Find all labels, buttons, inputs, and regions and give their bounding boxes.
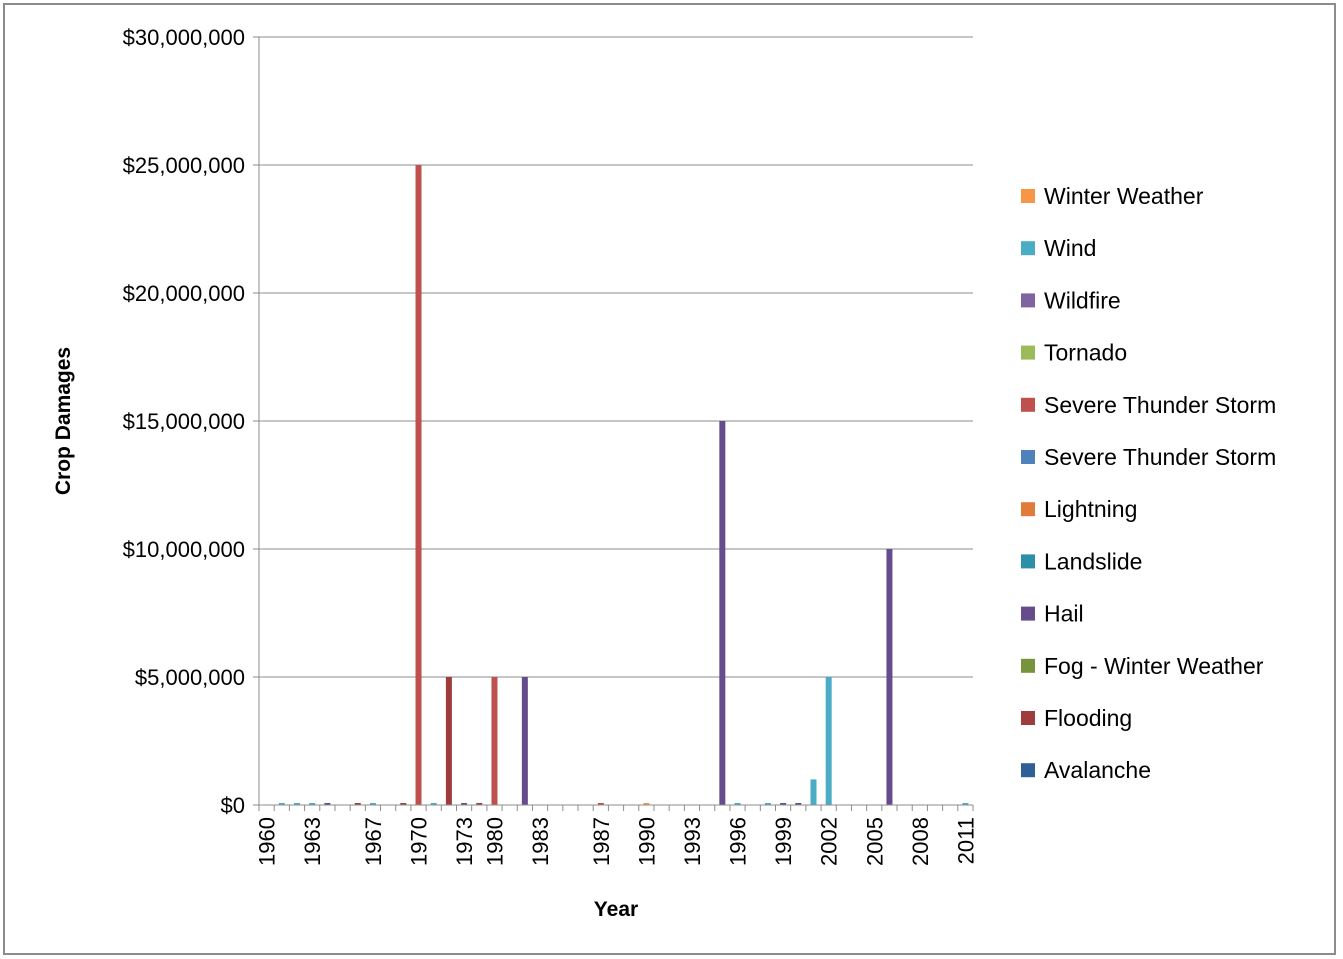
x-tick-label: 2002 — [817, 817, 842, 866]
legend-label: Tornado — [1044, 340, 1127, 366]
bar — [278, 803, 285, 805]
x-tick-label: 2011 — [953, 817, 978, 864]
y-axis-title: Crop Damages — [52, 347, 75, 495]
legend-swatch — [1021, 345, 1035, 360]
bar — [445, 677, 452, 805]
legend-label: Fog - Winter Weather — [1044, 653, 1264, 679]
chart-frame — [3, 3, 1336, 955]
x-tick-label: 1967 — [361, 817, 386, 866]
bar — [825, 677, 832, 805]
legend-swatch — [1021, 711, 1035, 725]
bar — [476, 803, 483, 805]
bar — [354, 803, 361, 805]
x-tick-label: 1983 — [528, 817, 553, 866]
x-tick-label: 1990 — [634, 817, 659, 866]
bar — [764, 803, 771, 805]
bar — [491, 677, 498, 805]
bar — [324, 803, 331, 805]
legend-swatch — [1021, 606, 1035, 621]
bar — [734, 803, 741, 805]
y-tick-label: $15,000,000 — [123, 409, 245, 434]
x-tick-label: 1963 — [300, 817, 325, 866]
legend-label: Winter Weather — [1044, 183, 1204, 209]
legend-label: Flooding — [1044, 705, 1132, 731]
legend-swatch — [1021, 293, 1035, 308]
legend-swatch — [1021, 763, 1035, 778]
bar — [643, 803, 650, 805]
bar — [400, 803, 407, 805]
legend-label: Hail — [1044, 601, 1084, 627]
bar — [309, 803, 316, 805]
bar — [795, 803, 802, 805]
x-tick-label: 1970 — [407, 817, 432, 866]
y-tick-label: $30,000,000 — [123, 25, 245, 50]
y-tick-label: $5,000,000 — [135, 665, 245, 690]
x-axis-title: Year — [594, 898, 638, 921]
axes — [258, 37, 974, 811]
legend-label: Landslide — [1044, 548, 1142, 574]
legend-label: Severe Thunder Storm — [1044, 444, 1276, 470]
x-tick-label: 1960 — [255, 817, 280, 866]
legend: Winter Weather Wind Wildfire Tornado Severe … — [1021, 183, 1276, 783]
bar — [461, 803, 468, 805]
x-tick-label: 1973 — [452, 817, 477, 866]
bar — [430, 803, 437, 805]
bar — [886, 549, 893, 805]
bar — [597, 803, 604, 805]
legend-swatch — [1021, 554, 1035, 569]
bar — [521, 677, 528, 805]
bar — [415, 165, 422, 805]
legend-swatch — [1021, 241, 1035, 256]
x-tick-label: 1980 — [482, 817, 507, 866]
bar — [780, 803, 787, 805]
x-tick-label: 1993 — [680, 817, 705, 866]
legend-swatch — [1021, 189, 1035, 203]
x-tick-label: 1996 — [726, 817, 751, 866]
bars — [278, 165, 969, 805]
gridlines — [253, 36, 973, 806]
bar — [369, 803, 376, 805]
legend-label: Lightning — [1044, 496, 1137, 522]
bar — [962, 803, 969, 805]
x-tick-label: 1987 — [589, 817, 614, 866]
legend-swatch — [1021, 658, 1035, 673]
bar — [293, 803, 300, 805]
y-tick-label: $0 — [221, 793, 245, 818]
bar — [719, 421, 726, 805]
legend-swatch — [1021, 502, 1035, 517]
legend-label: Wildfire — [1044, 287, 1121, 313]
legend-label: Wind — [1044, 235, 1096, 261]
y-tick-label: $10,000,000 — [123, 537, 245, 562]
legend-swatch — [1021, 450, 1035, 464]
y-tick-labels: $0 $5,000,000 $10,000,000 $15,000,000 $20,00… — [123, 25, 245, 818]
x-tick-label: 2005 — [862, 817, 887, 866]
x-tick-label: 1999 — [771, 817, 796, 866]
legend-label: Avalanche — [1044, 757, 1151, 783]
legend-label: Severe Thunder Storm — [1044, 392, 1276, 418]
x-tick-labels: 1960 1963 1967 1970 1973 1980 1983 1987 1990 1993… — [255, 817, 979, 866]
y-tick-label: $25,000,000 — [123, 153, 245, 178]
legend-swatch — [1021, 397, 1035, 412]
y-tick-label: $20,000,000 — [123, 281, 245, 306]
x-tick-label: 2008 — [908, 817, 933, 866]
bar — [810, 779, 817, 805]
